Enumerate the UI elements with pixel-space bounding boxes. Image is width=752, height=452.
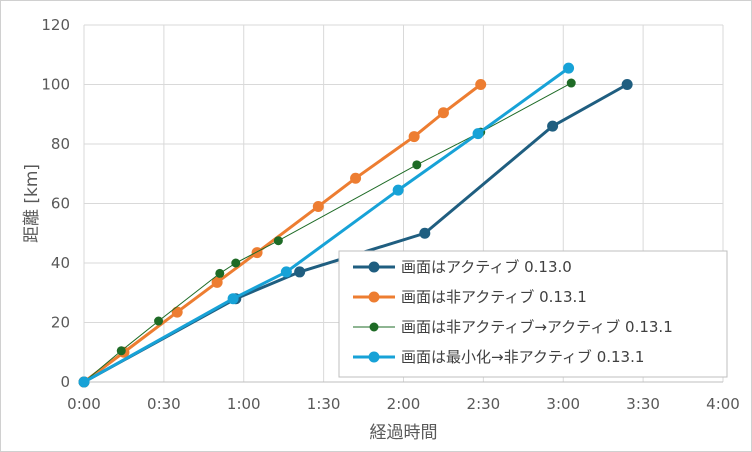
legend-item: 画面は非アクティブ→アクティブ 0.13.1 <box>353 318 673 336</box>
y-axis-title: 距離 [km] <box>22 164 42 243</box>
data-point <box>171 306 183 318</box>
legend-marker-swatch <box>368 261 380 273</box>
legend-marker-swatch <box>368 351 380 363</box>
data-point <box>419 227 431 239</box>
legend-item: 画面は最小化→非アクティブ 0.13.1 <box>353 348 644 366</box>
data-point <box>475 79 487 90</box>
data-point <box>227 293 239 305</box>
data-point <box>215 268 225 278</box>
data-point <box>154 316 164 326</box>
data-point <box>312 200 324 212</box>
legend-label: 画面はアクティブ 0.13.0 <box>401 258 572 276</box>
y-tick-label: 120 <box>41 16 70 34</box>
data-point <box>412 160 422 170</box>
data-point <box>408 131 420 143</box>
x-axis-title: 経過時間 <box>370 423 438 443</box>
x-tick-label: 3:00 <box>546 395 580 413</box>
legend-marker-swatch <box>369 322 379 332</box>
legend-marker-swatch <box>368 291 380 303</box>
data-point <box>392 184 404 196</box>
axes: 0:00 0:30 1:00 1:30 2:00 2:30 3:00 3:30 4:00 0 20 4… <box>41 16 739 413</box>
x-tick-label: 2:30 <box>467 395 501 413</box>
x-tick-label: 3:30 <box>626 395 660 413</box>
data-point <box>231 258 241 268</box>
x-tick-label: 1:30 <box>307 395 341 413</box>
data-point <box>621 79 633 90</box>
x-tick-label: 0:00 <box>67 395 101 413</box>
legend-box <box>338 250 728 378</box>
series-line <box>83 83 482 384</box>
y-tick-label: 0 <box>60 373 70 391</box>
series-4 <box>78 62 575 388</box>
y-tick-label: 80 <box>51 135 70 153</box>
legend-label: 画面は最小化→非アクティブ 0.13.1 <box>401 348 644 366</box>
legend-label: 画面は非アクティブ→アクティブ 0.13.1 <box>401 318 673 336</box>
y-tick-label: 60 <box>51 195 70 213</box>
data-point <box>547 120 559 132</box>
legend-item: 画面は非アクティブ 0.13.1 <box>353 288 587 306</box>
data-point <box>350 172 362 184</box>
data-point <box>211 276 223 288</box>
x-tick-label: 2:00 <box>387 395 421 413</box>
data-point <box>294 266 306 278</box>
y-tick-label: 100 <box>41 76 70 94</box>
data-point <box>280 266 292 278</box>
y-tick-label: 20 <box>51 314 70 332</box>
data-point <box>273 236 283 246</box>
x-tick-label: 4:00 <box>706 395 740 413</box>
legend: 画面はアクティブ 0.13.0 画面は非アクティブ 0.13.1 画面は非アクティブ… <box>338 250 728 378</box>
data-point <box>437 107 449 119</box>
data-point <box>563 62 575 74</box>
legend-label: 画面は非アクティブ 0.13.1 <box>401 288 587 306</box>
x-tick-label: 0:30 <box>147 395 181 413</box>
y-tick-label: 40 <box>51 254 70 272</box>
series-line <box>83 66 570 384</box>
data-point <box>251 247 263 259</box>
x-tick-label: 1:00 <box>227 395 261 413</box>
data-point <box>78 376 90 388</box>
data-point <box>472 128 484 140</box>
legend-item: 画面はアクティブ 0.13.0 <box>353 258 572 276</box>
data-point <box>566 78 576 88</box>
data-point <box>116 346 126 356</box>
